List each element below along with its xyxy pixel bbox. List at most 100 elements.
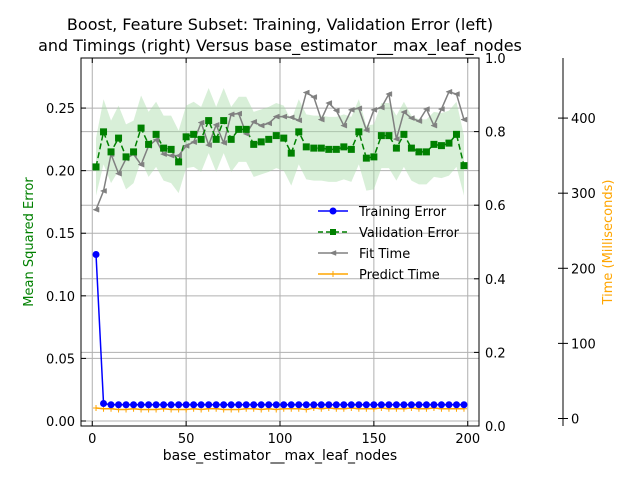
y-right-tick-label-3: 0.6 xyxy=(485,199,506,214)
legend-marker-2 xyxy=(329,250,337,256)
validation-error-point-5 xyxy=(130,148,138,156)
validation-error-point-20 xyxy=(242,125,250,133)
validation-error-point-19 xyxy=(235,125,243,133)
fit-time-point-19 xyxy=(235,110,242,117)
validation-error-point-3 xyxy=(115,134,123,142)
validation-error-point-32 xyxy=(332,145,340,153)
validation-error-point-39 xyxy=(385,132,393,140)
fit-time-point-44 xyxy=(422,106,430,112)
validation-error-point-30 xyxy=(317,144,325,152)
y-left-tick-label-3: 0.15 xyxy=(46,227,75,242)
legend-marker-3 xyxy=(330,271,336,277)
training-error-point-45 xyxy=(430,401,438,409)
grid-lines xyxy=(81,57,479,427)
y-left-tick-label-2: 0.10 xyxy=(46,290,75,305)
training-error-point-11 xyxy=(175,401,183,409)
fit-time-point-40 xyxy=(392,136,400,142)
training-error-point-10 xyxy=(167,401,175,409)
training-error-point-33 xyxy=(340,401,348,409)
training-error-point-49 xyxy=(460,401,468,409)
validation-error-point-7 xyxy=(145,140,153,148)
training-error-point-39 xyxy=(385,401,393,409)
fit-time-point-46 xyxy=(437,106,445,112)
y-axis-label-time: Time (Milliseconds) xyxy=(601,180,616,306)
validation-error-point-42 xyxy=(407,144,415,152)
training-error-point-14 xyxy=(197,401,205,409)
legend-label-2: Fit Time xyxy=(359,247,410,262)
chart-title-line-2: and Timings (right) Versus base_estimato… xyxy=(38,36,522,56)
validation-error-point-21 xyxy=(250,140,258,148)
fit-time-point-24 xyxy=(272,113,280,120)
fit-time-point-23 xyxy=(265,120,272,127)
fit-time-point-28 xyxy=(302,89,310,96)
y-left-tick-label-4: 0.20 xyxy=(46,165,75,180)
fit-time-point-36 xyxy=(362,127,370,133)
validation-error-point-28 xyxy=(302,143,310,151)
fit-time-point-34 xyxy=(347,106,355,113)
validation-error-point-41 xyxy=(400,130,408,138)
fit-time-point-48 xyxy=(452,91,460,97)
fit-time-point-39 xyxy=(385,91,393,97)
y-right-tick-label-1: 0.2 xyxy=(485,346,506,361)
validation-error-point-10 xyxy=(167,145,175,153)
fit-time-point-43 xyxy=(415,118,423,124)
training-error-point-22 xyxy=(257,401,265,409)
x-tick-label-1: 50 xyxy=(178,432,195,447)
validation-error-point-26 xyxy=(287,149,295,157)
y-left-tick-label-5: 0.25 xyxy=(46,102,75,117)
training-error-point-13 xyxy=(190,401,198,409)
fit-time-point-16 xyxy=(212,121,220,128)
fit-time-point-22 xyxy=(257,122,265,129)
legend-label-3: Predict Time xyxy=(359,268,440,283)
training-error-point-30 xyxy=(317,401,325,409)
validation-error-point-11 xyxy=(175,158,183,166)
validation-error-point-1 xyxy=(100,128,108,136)
validation-error-point-14 xyxy=(197,135,205,143)
fit-time-point-3 xyxy=(114,170,122,177)
time-tick-label-3: 300 xyxy=(571,187,596,202)
training-error-point-2 xyxy=(107,401,115,409)
training-error-point-37 xyxy=(370,401,378,409)
training-error-point-27 xyxy=(295,401,303,409)
fit-time-point-17 xyxy=(220,139,227,146)
training-error-point-36 xyxy=(362,401,370,409)
validation-error-point-23 xyxy=(265,135,273,143)
fit-time-point-49 xyxy=(460,116,468,123)
fit-time-point-15 xyxy=(205,142,212,148)
validation-band xyxy=(96,88,464,196)
fit-time-point-1 xyxy=(99,188,107,194)
y-left-tick-label-1: 0.05 xyxy=(46,352,75,367)
x-tick-label-0: 0 xyxy=(88,432,96,447)
axes: 0 50 100 150 2000.000.050.100.150.200.250.00… xyxy=(46,52,596,447)
fit-time-point-33 xyxy=(340,122,348,129)
training-error-point-29 xyxy=(310,401,318,409)
fit-time-point-11 xyxy=(174,152,182,159)
time-tick-label-0: 0 xyxy=(571,412,579,427)
training-error-point-25 xyxy=(280,401,288,409)
validation-error-point-37 xyxy=(370,153,378,161)
y-right-tick-label-5: 1.0 xyxy=(485,52,506,67)
training-error-point-35 xyxy=(355,401,363,409)
fit-time-point-45 xyxy=(430,122,438,129)
validation-error-point-6 xyxy=(137,124,145,132)
training-error-point-48 xyxy=(452,401,460,409)
training-error-point-20 xyxy=(242,401,250,409)
training-error-point-47 xyxy=(445,401,453,409)
fit-time-point-9 xyxy=(159,151,167,158)
time-tick-label-2: 200 xyxy=(571,262,596,277)
training-error-point-41 xyxy=(400,401,408,409)
fit-time-point-29 xyxy=(310,94,318,100)
fit-time-point-0 xyxy=(92,206,100,213)
fit-time-point-27 xyxy=(295,117,303,124)
training-error-point-26 xyxy=(287,401,295,409)
validation-error-point-45 xyxy=(430,140,438,148)
validation-error-point-8 xyxy=(152,130,160,138)
predict-time-point-0 xyxy=(93,404,100,411)
training-error-point-19 xyxy=(235,401,243,409)
fit-time-point-32 xyxy=(332,107,340,114)
fit-time-point-31 xyxy=(325,100,333,106)
x-tick-label-4: 200 xyxy=(455,432,480,447)
fit-time-point-13 xyxy=(189,139,197,145)
validation-error-point-0 xyxy=(92,163,100,171)
